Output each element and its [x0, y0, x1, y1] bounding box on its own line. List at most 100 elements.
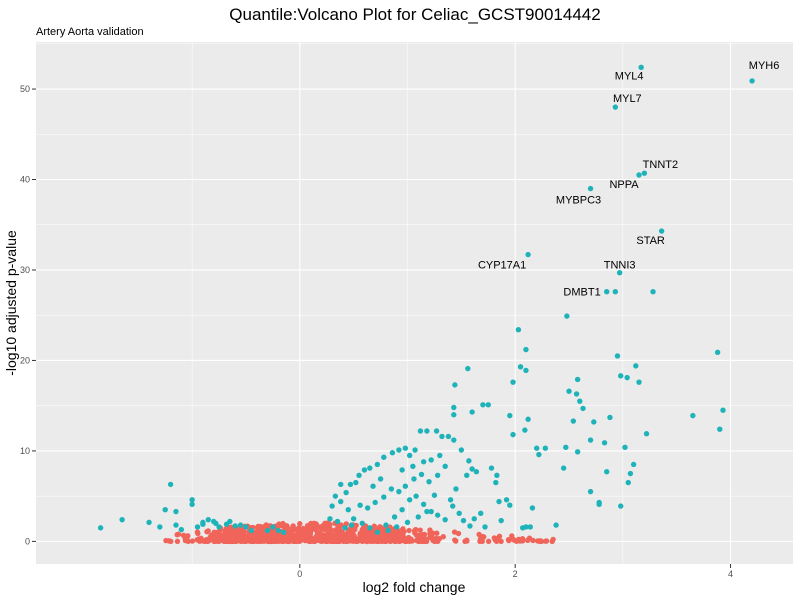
nonsignificant-point [314, 533, 321, 540]
significant-point [445, 433, 452, 440]
significant-point [399, 467, 405, 473]
nonsignificant-point [207, 534, 213, 541]
nonsignificant-point [297, 521, 303, 527]
nonsignificant-point [343, 538, 349, 545]
nonsignificant-point [182, 537, 189, 544]
nonsignificant-point [390, 535, 397, 541]
y-tick-label: 30 [20, 265, 30, 275]
significant-point [367, 525, 373, 531]
nonsignificant-point [505, 537, 512, 543]
nonsignificant-point [289, 538, 295, 544]
significant-point [650, 288, 656, 295]
significant-point [466, 458, 472, 464]
y-tick-label: 0 [25, 536, 30, 546]
significant-point [410, 463, 416, 469]
nonsignificant-point [194, 529, 201, 535]
nonsignificant-point [233, 531, 239, 537]
data-points [97, 64, 755, 545]
gene-label: TNNI3 [604, 260, 636, 272]
significant-point [357, 502, 363, 508]
significant-point [451, 437, 457, 443]
significant-point [189, 497, 195, 503]
significant-point [415, 514, 421, 520]
labeled-point [658, 228, 665, 234]
significant-point [604, 469, 610, 475]
significant-point [383, 522, 389, 528]
significant-point [167, 481, 174, 488]
nonsignificant-point [385, 531, 391, 538]
significant-point [587, 437, 594, 443]
nonsignificant-point [549, 538, 555, 545]
nonsignificant-point [462, 538, 468, 545]
nonsignificant-point [280, 538, 287, 545]
nonsignificant-point [260, 534, 266, 541]
significant-point [406, 497, 413, 503]
nonsignificant-point [307, 528, 314, 534]
nonsignificant-point [377, 524, 383, 530]
significant-point [388, 486, 395, 492]
nonsignificant-point [477, 536, 484, 542]
nonsignificant-point [166, 538, 172, 544]
nonsignificant-point [452, 537, 458, 543]
nonsignificant-point [276, 532, 282, 539]
nonsignificant-point [239, 535, 245, 541]
significant-point [450, 503, 456, 509]
nonsignificant-point [509, 533, 515, 539]
significant-point [573, 391, 580, 397]
nonsignificant-point [419, 537, 425, 543]
significant-point [527, 524, 533, 530]
nonsignificant-point [272, 538, 278, 545]
significant-point [624, 374, 630, 381]
labeled-point [641, 170, 648, 176]
significant-point [453, 486, 459, 492]
significant-point [523, 524, 529, 530]
significant-point [412, 447, 418, 453]
significant-point [173, 508, 179, 515]
nonsignificant-point [498, 538, 504, 545]
nonsignificant-point [321, 526, 328, 533]
chart-subtitle: Artery Aorta validation [36, 26, 144, 38]
significant-point [173, 522, 179, 528]
significant-point [389, 450, 396, 456]
significant-point [338, 481, 344, 488]
significant-point [343, 489, 349, 496]
gene-label: DMBT1 [563, 287, 600, 299]
nonsignificant-point [530, 537, 536, 544]
significant-point [560, 465, 567, 471]
significant-point [329, 503, 335, 509]
nonsignificant-point [254, 530, 261, 536]
significant-point [434, 512, 441, 518]
significant-point [370, 483, 376, 489]
nonsignificant-point [227, 527, 233, 533]
significant-point [643, 431, 650, 437]
significant-point [381, 494, 387, 500]
significant-point [411, 476, 417, 482]
nonsignificant-point [455, 530, 462, 537]
nonsignificant-point [404, 536, 411, 542]
significant-point [162, 507, 168, 513]
nonsignificant-point [360, 525, 367, 531]
significant-point [264, 527, 271, 534]
nonsignificant-point [319, 536, 325, 542]
labeled-point [616, 269, 623, 276]
labeled-point [749, 78, 755, 84]
nonsignificant-point [265, 537, 272, 543]
significant-point [442, 516, 448, 523]
nonsignificant-point [353, 538, 359, 544]
x-tick-label: 4 [728, 569, 733, 579]
significant-point [402, 445, 409, 451]
significant-point [345, 507, 351, 513]
y-tick-label: 40 [20, 175, 30, 185]
significant-point [213, 520, 219, 526]
significant-point [542, 445, 549, 451]
significant-point [394, 524, 400, 530]
significant-point [596, 501, 602, 507]
significant-point [456, 510, 462, 517]
significant-point [496, 498, 502, 505]
nonsignificant-point [212, 536, 218, 542]
gene-label: MYH6 [749, 60, 780, 72]
significant-point [391, 514, 398, 520]
significant-point [630, 461, 637, 468]
gene-label: STAR [636, 235, 665, 247]
significant-point [478, 510, 484, 517]
